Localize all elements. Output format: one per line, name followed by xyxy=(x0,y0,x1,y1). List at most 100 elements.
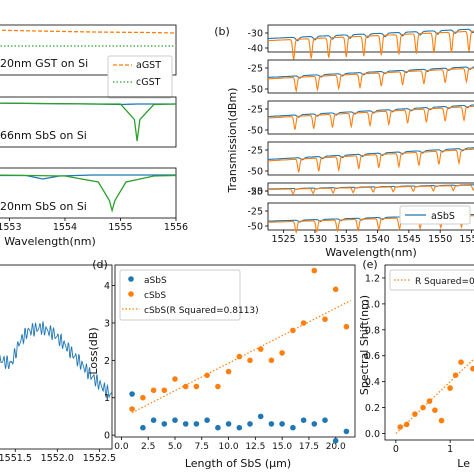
a-legend-label-agst: aGST xyxy=(136,60,161,71)
d-point-csbs xyxy=(182,383,189,390)
d-point-csbs xyxy=(279,350,285,356)
d-point-asbs xyxy=(332,437,339,444)
d-point-asbs xyxy=(322,417,328,424)
e-point xyxy=(420,404,426,411)
d-ytick-3-label: 3 xyxy=(104,318,110,329)
d-point-csbs xyxy=(236,353,243,360)
d-point-asbs xyxy=(279,421,285,427)
a-legend-label-cgst: cGST xyxy=(136,77,161,88)
d-point-asbs xyxy=(172,417,178,424)
b-subplot-3-ytick-bottom-label: -50 xyxy=(247,126,263,137)
e-point xyxy=(438,417,445,424)
d-point-asbs xyxy=(247,421,253,427)
b-ylabel: Transmission(dBm) xyxy=(226,88,239,194)
b-subplot-6-frame xyxy=(267,202,474,231)
b-panel-label: (b) xyxy=(214,25,230,38)
b-subplot-4-frame xyxy=(267,141,474,176)
b-subplot-2-ytick-bottom-label: -50 xyxy=(247,85,263,96)
d-legend-label-fit: cSbS(R Squared=0.8113) xyxy=(144,306,259,316)
d-point-asbs xyxy=(204,417,210,424)
a-subplot-2-frame xyxy=(0,96,177,148)
b-xtick-1525-label: 1525 xyxy=(272,234,296,245)
b-subplot-6-ytick-bottom-label: -50 xyxy=(247,222,263,233)
a-xtick-1555-label: 1555 xyxy=(108,222,132,233)
a-legend-box xyxy=(107,55,173,99)
b-xtick-1555-label: 1555 xyxy=(459,234,474,245)
e-ytick-0.4-label: 0.4 xyxy=(365,377,380,388)
b-subplot-2-series-csbs xyxy=(267,67,474,93)
b-subplot-5-series-csbs xyxy=(268,184,474,195)
a-subplot-2-label: 66nm SbS on Si xyxy=(0,129,87,142)
b-subplot-3-series-csbs xyxy=(267,105,474,130)
e-xtick-1-label: 1 xyxy=(447,444,453,455)
b-xtick-1550-label: 1550 xyxy=(428,234,452,245)
b-subplot-4-series-csbs xyxy=(267,148,474,173)
e-point xyxy=(458,359,464,366)
d-point-csbs xyxy=(150,387,157,394)
b-subplot-4-ytick-bottom-label: -50 xyxy=(247,167,263,178)
e-fit-line xyxy=(395,358,474,434)
d-point-csbs xyxy=(215,383,221,390)
d-xtick-2.5-label: 2.5 xyxy=(141,442,155,452)
b-legend-label-asbs: aSbS xyxy=(431,211,455,222)
d-point-asbs xyxy=(215,424,221,431)
d-legend-swatch-csbs xyxy=(128,291,134,297)
c-xtick-1551.5-label: 1551.5 xyxy=(0,453,32,464)
e-xlabel: Le xyxy=(457,457,470,470)
a-subplot-2-series-csbs xyxy=(0,102,177,142)
d-ylabel: Loss(dB) xyxy=(87,327,100,374)
b-xlabel: Wavelength(nm) xyxy=(325,246,417,259)
b-xtick-1540-label: 1540 xyxy=(365,234,389,245)
b-subplot-2-ytick-top-label: -25 xyxy=(247,64,263,75)
c-xtick-1552.0-label: 1552.0 xyxy=(41,453,74,464)
b-subplot-5-ytick-top-label: -25 xyxy=(247,187,263,198)
d-point-asbs xyxy=(140,424,146,431)
d-point-asbs xyxy=(182,421,189,427)
b-xtick-1545-label: 1545 xyxy=(397,234,421,245)
a-xtick-1553-label: 1553 xyxy=(0,222,22,233)
e-point xyxy=(452,372,459,379)
e-ytick-0.2-label: 0.2 xyxy=(365,403,380,414)
c-frame xyxy=(0,264,113,450)
d-point-csbs xyxy=(161,387,168,394)
d-point-asbs xyxy=(257,413,264,420)
e-point xyxy=(447,385,453,391)
d-point-csbs xyxy=(129,406,135,412)
d-ytick-0-label: 0 xyxy=(104,431,110,442)
d-point-asbs xyxy=(225,421,232,427)
d-point-csbs xyxy=(300,320,307,326)
e-xtick-0-label: 0 xyxy=(393,444,399,455)
d-xtick-7.5-label: 7.5 xyxy=(195,442,209,452)
b-legend-box xyxy=(399,205,471,225)
d-point-asbs xyxy=(129,391,135,397)
a-subplot-1-series-agst xyxy=(0,29,177,34)
e-ytick-0.8-label: 0.8 xyxy=(365,325,380,336)
e-ytick-0.0-label: 0.0 xyxy=(365,429,380,440)
d-point-csbs xyxy=(172,376,178,382)
d-point-asbs xyxy=(311,421,318,427)
d-point-csbs xyxy=(343,323,350,330)
e-ytick-0.6-label: 0.6 xyxy=(365,351,380,362)
c-xtick-1552.5-label: 1552.5 xyxy=(83,453,116,464)
e-ylabel: Spectral Shift(nm) xyxy=(358,295,371,395)
d-legend-label-asbs: aSbS xyxy=(144,276,167,286)
d-point-csbs xyxy=(257,346,264,352)
d-point-csbs xyxy=(322,316,328,323)
d-point-asbs xyxy=(268,421,275,427)
d-point-csbs xyxy=(332,286,339,293)
d-point-asbs xyxy=(290,424,296,431)
b-subplot-5-ytick-bottom-label: -50 xyxy=(247,187,263,198)
d-xtick-17.5-label: 17.5 xyxy=(299,442,319,452)
b-subplot-1-series-asbs xyxy=(268,28,474,42)
a-subplot-3-label: 20nm SbS on Si xyxy=(0,200,87,213)
d-xtick-0.0-label: 0.0 xyxy=(114,442,129,452)
e-panel-label: (e) xyxy=(362,258,377,271)
d-point-csbs xyxy=(268,357,275,364)
d-xtick-20.0-label: 20.0 xyxy=(326,442,346,452)
d-ytick-4-label: 4 xyxy=(104,281,110,292)
d-point-asbs xyxy=(343,428,350,435)
d-ytick-2-label: 2 xyxy=(104,356,110,367)
e-point xyxy=(432,407,438,414)
a-xtick-1554-label: 1554 xyxy=(53,222,77,233)
d-legend-box xyxy=(119,269,241,321)
